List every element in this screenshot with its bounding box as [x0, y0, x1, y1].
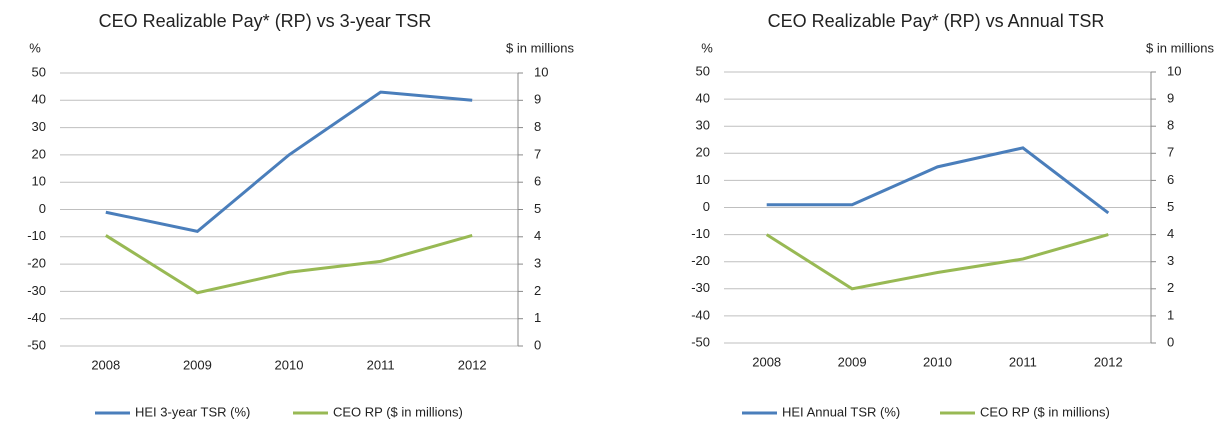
y-tick-label: 10	[32, 174, 46, 189]
x-tick-label: 2010	[923, 354, 952, 369]
series-line	[105, 233, 473, 295]
y-tick-label: 0	[703, 199, 710, 214]
y2-tick-label: 5	[534, 201, 541, 216]
x-tick-label: 2008	[752, 354, 781, 369]
y-tick-label: -40	[691, 307, 710, 322]
y2-axis-label: $ in millions	[506, 40, 574, 55]
y2-tick-label: 10	[1167, 63, 1181, 78]
x-tick-label: 2012	[1094, 354, 1123, 369]
y-tick-label: -10	[691, 226, 710, 241]
y2-tick-label: 9	[534, 92, 541, 107]
y2-tick-label: 4	[534, 228, 541, 243]
y2-tick-label: 1	[534, 310, 541, 325]
y2-axis-label: $ in millions	[1146, 40, 1214, 55]
y2-tick-label: 6	[1167, 172, 1174, 187]
y-tick-label: -40	[27, 310, 46, 325]
y2-tick-label: 7	[534, 146, 541, 161]
y2-tick-label: 5	[1167, 199, 1174, 214]
y-tick-label: 10	[696, 172, 710, 187]
y-tick-label: 0	[39, 201, 46, 216]
y2-tick-label: 9	[1167, 91, 1174, 106]
y-axis-label: %	[29, 40, 41, 55]
y-tick-label: -30	[27, 283, 46, 298]
y-tick-label: 20	[696, 145, 710, 160]
y-axis-label: %	[701, 40, 713, 55]
y2-tick-label: 1	[1167, 307, 1174, 322]
series-line	[766, 146, 1110, 215]
x-tick-label: 2009	[183, 357, 212, 372]
y2-tick-label: 0	[534, 337, 541, 352]
y-tick-label: 40	[32, 92, 46, 107]
y2-tick-label: 10	[534, 64, 548, 79]
y-tick-label: -30	[691, 280, 710, 295]
y2-tick-label: 2	[534, 283, 541, 298]
y-tick-label: -50	[691, 334, 710, 349]
y2-tick-label: 2	[1167, 280, 1174, 295]
x-tick-label: 2010	[275, 357, 304, 372]
y-tick-label: 30	[32, 119, 46, 134]
x-tick-label: 2011	[367, 357, 395, 372]
y-tick-label: -20	[27, 256, 46, 271]
y2-tick-label: 3	[1167, 253, 1174, 268]
legend-label: HEI 3-year TSR (%)	[135, 404, 250, 419]
y2-tick-label: 8	[1167, 118, 1174, 133]
x-tick-label: 2011	[1009, 354, 1037, 369]
x-tick-label: 2008	[91, 357, 120, 372]
y-tick-label: -10	[27, 228, 46, 243]
y2-tick-label: 6	[534, 174, 541, 189]
legend-label: HEI Annual TSR (%)	[782, 404, 900, 419]
y2-tick-label: 0	[1167, 334, 1174, 349]
y-tick-label: 30	[696, 118, 710, 133]
legend-label: CEO RP ($ in millions)	[980, 404, 1110, 419]
y-tick-label: -20	[691, 253, 710, 268]
y2-tick-label: 7	[1167, 145, 1174, 160]
y-tick-label: 50	[696, 63, 710, 78]
y2-tick-label: 8	[534, 119, 541, 134]
y-tick-label: 20	[32, 146, 46, 161]
chart-title: CEO Realizable Pay* (RP) vs Annual TSR	[768, 11, 1105, 31]
x-tick-label: 2012	[458, 357, 487, 372]
y-tick-label: -50	[27, 337, 46, 352]
series-line	[765, 233, 1109, 291]
y-tick-label: 50	[32, 64, 46, 79]
y-tick-label: 40	[696, 91, 710, 106]
y2-tick-label: 3	[534, 256, 541, 271]
chart-title: CEO Realizable Pay* (RP) vs 3-year TSR	[99, 11, 432, 31]
series-line	[105, 90, 473, 233]
legend-label: CEO RP ($ in millions)	[333, 404, 463, 419]
x-tick-label: 2009	[838, 354, 867, 369]
y2-tick-label: 4	[1167, 226, 1174, 241]
